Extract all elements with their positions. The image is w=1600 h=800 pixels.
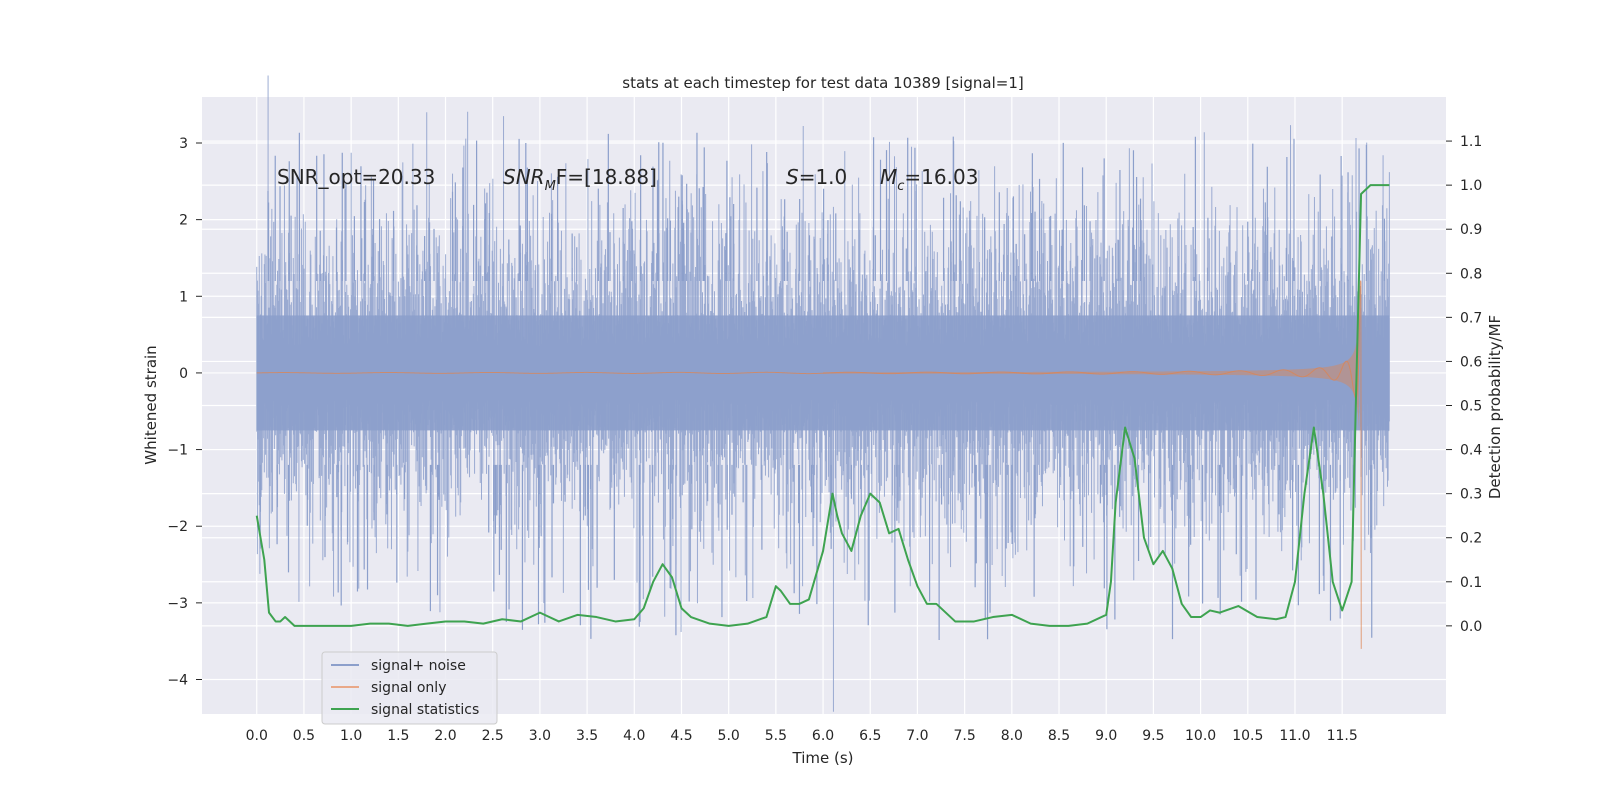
x-tick-label: 2.0	[434, 728, 456, 744]
y2-tick-label: 1.0	[1460, 178, 1482, 194]
annotation-s-val: =1.0	[799, 165, 848, 189]
y2-tick-label: 0.7	[1460, 310, 1482, 326]
legend-stat-label: signal statistics	[371, 702, 479, 718]
y2-tick-label: 0.5	[1460, 399, 1482, 415]
x-tick-label: 9.0	[1095, 728, 1117, 744]
x-axis-ticks: 0.0 0.5 1.0 1.5 2.0 2.5 3.0 3.5 4.0 4.5 5.0 5.5 6.0 6…	[246, 728, 1358, 744]
signal-only-series	[256, 280, 1362, 649]
x-axis-label: Time (s)	[792, 749, 854, 767]
y-tick-label: −1	[167, 443, 188, 459]
y2-axis-ticks: 1.1 1.0 0.9 0.8 0.7 0.6 0.5 0.4 0.3 0.2 0.1 0.0	[1446, 134, 1482, 635]
noise-spikes	[259, 132, 1386, 640]
y2-tick-label: 0.6	[1460, 354, 1482, 370]
x-tick-label: 1.5	[387, 728, 409, 744]
x-tick-label: 4.5	[670, 728, 692, 744]
legend-signal-label: signal only	[371, 680, 446, 696]
annotation-mc: Mc=16.03	[880, 165, 978, 194]
x-tick-label: 10.5	[1232, 728, 1263, 744]
signal-envelope	[823, 311, 1360, 435]
y2-tick-label: 0.8	[1460, 266, 1482, 282]
y2-axis-label: Detection probability/MF	[1486, 315, 1504, 499]
y2-tick-label: 0.2	[1460, 531, 1482, 547]
y-tick-label: 1	[179, 289, 188, 305]
y2-tick-label: 0.9	[1460, 222, 1482, 238]
x-tick-label: 7.5	[954, 728, 976, 744]
legend: signal+ noise signal only signal statist…	[321, 651, 498, 725]
x-tick-label: 2.5	[482, 728, 504, 744]
x-tick-label: 3.5	[576, 728, 598, 744]
x-tick-label: 11.5	[1327, 728, 1358, 744]
y2-tick-label: 0.3	[1460, 487, 1482, 503]
annotation-mc-val: =16.03	[904, 165, 978, 189]
x-tick-label: 0.0	[246, 728, 268, 744]
x-tick-label: 5.0	[718, 728, 740, 744]
y-axis-label: Whitened strain	[142, 345, 160, 464]
x-tick-label: 6.5	[859, 728, 881, 744]
chart-title: stats at each timestep for test data 103…	[622, 74, 1023, 92]
annotation-mc-sub: c	[897, 179, 904, 194]
annotation-s: S=1.0	[786, 165, 847, 189]
y2-tick-label: 1.1	[1460, 134, 1482, 150]
annotation-snr-mf-sub: M	[545, 179, 556, 194]
y-tick-label: −4	[167, 673, 188, 689]
y2-tick-label: 0.4	[1460, 443, 1482, 459]
x-tick-label: 1.0	[340, 728, 362, 744]
x-tick-label: 9.5	[1142, 728, 1164, 744]
x-tick-label: 7.0	[906, 728, 928, 744]
signal-statistics-series	[255, 184, 1390, 627]
x-tick-label: 8.0	[1001, 728, 1023, 744]
annotation-s-var: S	[786, 165, 799, 189]
y-axis-ticks: 3 2 1 0 −1 −2 −3 −4	[167, 136, 202, 689]
x-tick-label: 5.5	[765, 728, 787, 744]
y2-tick-label: 0.1	[1460, 575, 1482, 591]
x-tick-label: 8.5	[1048, 728, 1070, 744]
y-tick-label: 0	[179, 366, 188, 382]
y-tick-label: 3	[179, 136, 188, 152]
x-tick-label: 11.0	[1279, 728, 1310, 744]
y2-tick-label: 0.0	[1460, 619, 1482, 635]
statistics-line	[255, 184, 1390, 627]
x-tick-label: 4.0	[623, 728, 645, 744]
x-tick-label: 3.0	[529, 728, 551, 744]
annotation-snr-opt: SNR_opt=20.33	[277, 165, 435, 189]
annotation-mc-var: M	[880, 165, 897, 189]
legend-box	[321, 651, 498, 725]
x-tick-label: 6.0	[812, 728, 834, 744]
y-tick-label: −3	[167, 596, 188, 612]
annotation-snr-mf-rest: F=[18.88]	[556, 165, 657, 189]
x-tick-label: 0.5	[293, 728, 315, 744]
x-tick-label: 10.0	[1185, 728, 1216, 744]
annotation-snr-mf-base: SNR	[503, 165, 545, 189]
signal-waveform	[256, 280, 1362, 649]
annotation-snr-mf: SNRMF=[18.88]	[503, 165, 657, 194]
y-tick-label: −2	[167, 519, 188, 535]
legend-noise-label: signal+ noise	[371, 658, 466, 674]
y-tick-label: 2	[179, 213, 188, 229]
